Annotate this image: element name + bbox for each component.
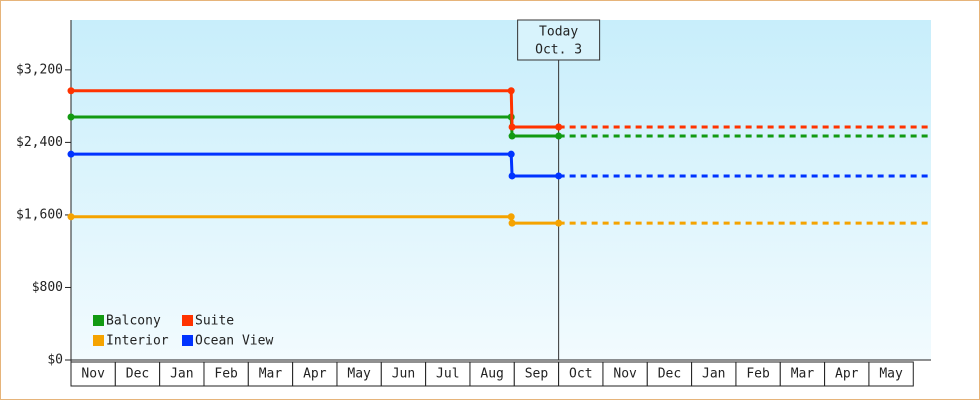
legend-label: Interior [106,334,169,349]
point [67,87,75,95]
y-tick-label: $0 [47,353,63,368]
point [555,219,563,227]
point [508,123,516,131]
y-tick-label: $2,400 [16,135,63,150]
x-tick-label: Dec [658,367,681,382]
series-line [71,89,559,129]
legend-swatch [182,315,193,326]
plot-area [71,20,931,360]
y-tick-label: $800 [32,280,63,295]
point [507,150,515,158]
x-tick-label: Apr [303,367,327,382]
x-tick-label: Dec [126,367,149,382]
x-cell [691,361,737,387]
today-label: Today [539,25,578,40]
legend-label: Balcony [106,314,161,329]
point [67,113,75,121]
point [555,123,563,131]
x-tick-label: May [879,367,903,382]
x-tick-label: Oct [569,367,592,382]
x-tick-label: Mar [791,367,815,382]
legend-swatch [93,335,104,346]
legend-swatch [93,315,104,326]
x-tick-label: Sep [525,367,549,382]
legend-swatch [182,335,193,346]
point [555,132,563,140]
x-tick-label: Jun [392,367,415,382]
x-tick-label: Aug [480,367,503,382]
x-tick-label: Nov [81,367,105,382]
x-cell [558,361,604,387]
x-tick-label: Mar [259,367,283,382]
point [508,172,516,180]
x-tick-label: Jan [702,367,725,382]
today-label: Oct. 3 [535,43,582,58]
x-tick-label: Feb [746,367,770,382]
x-cell [380,361,427,387]
x-tick-label: Feb [214,367,238,382]
point [507,87,515,95]
x-cell [292,361,338,387]
x-cell [779,361,826,387]
x-tick-label: Apr [835,367,859,382]
point [67,150,75,158]
x-tick-label: Jan [170,367,193,382]
y-tick-label: $1,600 [16,207,63,222]
x-tick-label: May [347,367,371,382]
point [508,132,516,140]
series-line [71,152,559,178]
legend-label: Ocean View [195,334,273,349]
x-cell [646,361,693,387]
legend-label: Suite [195,314,234,329]
point [555,172,563,180]
x-cell [203,361,249,387]
x-cell [824,361,870,387]
x-tick-label: Jul [436,367,459,382]
point [67,213,75,221]
x-tick-label: Nov [613,367,637,382]
point [508,219,516,227]
x-cell [868,361,914,387]
point [507,213,515,221]
x-cell [469,361,515,387]
y-tick-label: $3,200 [16,62,63,77]
x-cell [114,361,161,387]
today-box [517,19,601,61]
